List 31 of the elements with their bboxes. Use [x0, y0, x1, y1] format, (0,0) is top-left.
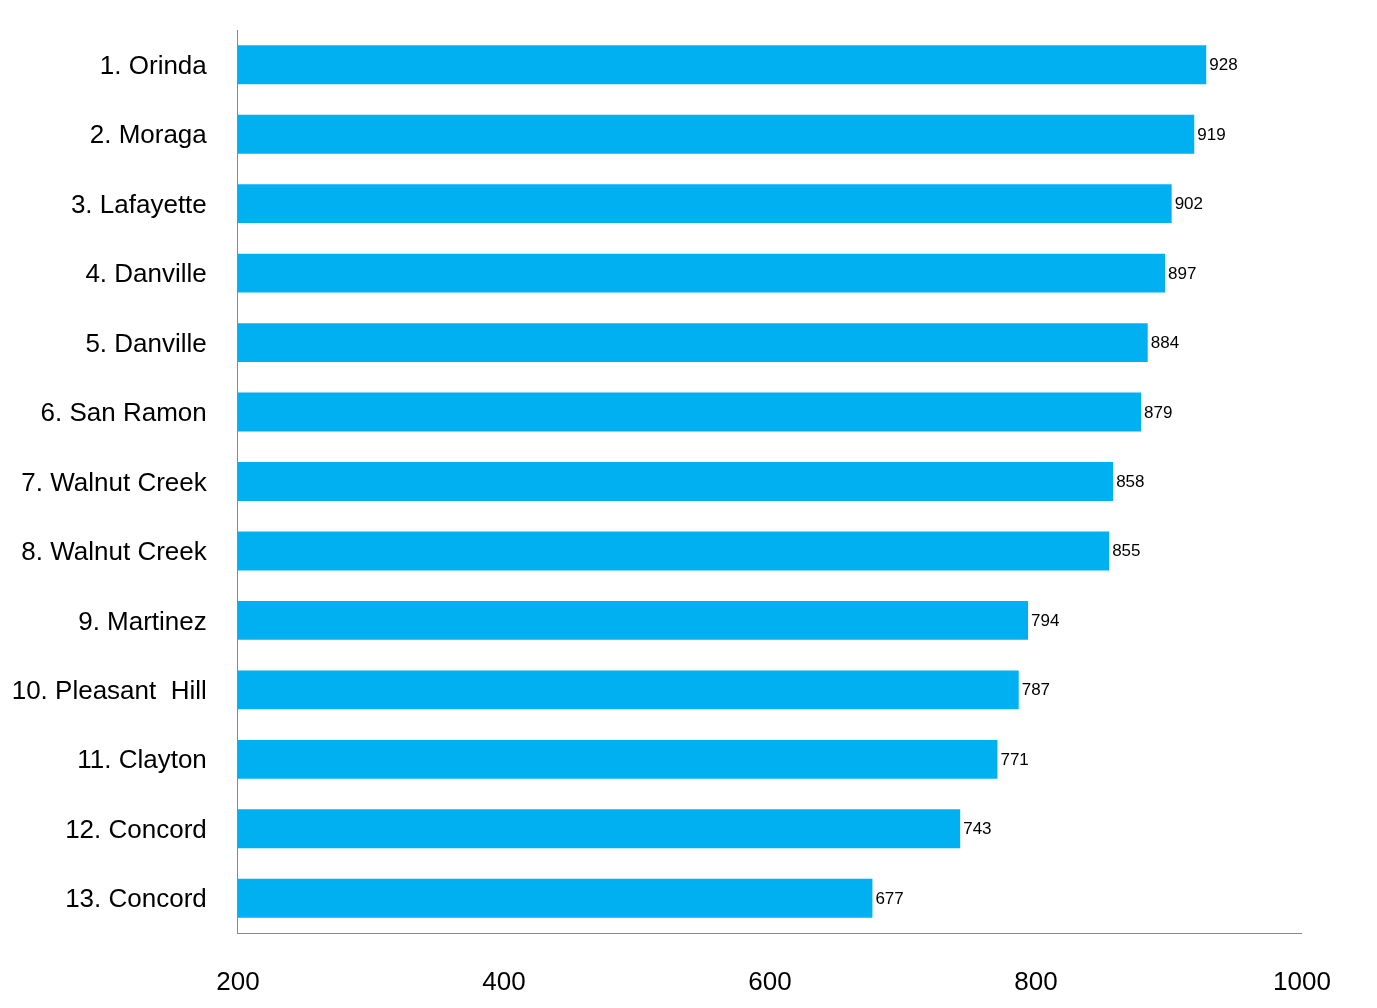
y-tick-label: 13. Concord: [65, 883, 207, 914]
data-label: 879: [1144, 402, 1173, 422]
data-label: 855: [1112, 541, 1141, 561]
data-label: 919: [1197, 124, 1226, 144]
x-tick-label: 400: [482, 966, 526, 997]
data-label: 743: [963, 819, 992, 839]
y-tick-label: 7. Walnut Creek: [21, 466, 208, 497]
y-tick-label: 4. Danville: [85, 258, 207, 289]
data-label: 787: [1021, 680, 1051, 700]
y-tick-label: 12. Concord: [65, 813, 207, 844]
y-tick-label: 6. San Ramon: [40, 397, 207, 428]
y-tick-label: 1. Orinda: [99, 49, 208, 80]
x-tick-label: 600: [748, 966, 792, 997]
x-tick-label: 200: [216, 966, 260, 997]
data-label: 928: [1209, 55, 1238, 75]
data-label: 897: [1168, 263, 1197, 283]
data-label: 771: [1000, 749, 1029, 769]
data-label: 902: [1174, 194, 1204, 214]
x-tick-label: 1000: [1273, 966, 1331, 997]
data-label: 677: [875, 888, 904, 908]
y-tick-label: 10. Pleasant Hill: [11, 674, 207, 705]
y-tick-label: 8. Walnut Creek: [21, 536, 208, 567]
x-tick-label: 800: [1014, 966, 1058, 997]
data-label: 794: [1031, 610, 1060, 630]
y-tick-label: 5. Danville: [85, 327, 207, 358]
data-label: 884: [1150, 333, 1180, 353]
data-label: 858: [1116, 472, 1145, 491]
y-tick-label: 11. Clayton: [77, 744, 207, 775]
y-tick-label: 9. Martinez: [78, 605, 207, 636]
y-tick-label: 3. Lafayette: [70, 188, 207, 219]
y-tick-label: 2. Moraga: [89, 119, 208, 150]
